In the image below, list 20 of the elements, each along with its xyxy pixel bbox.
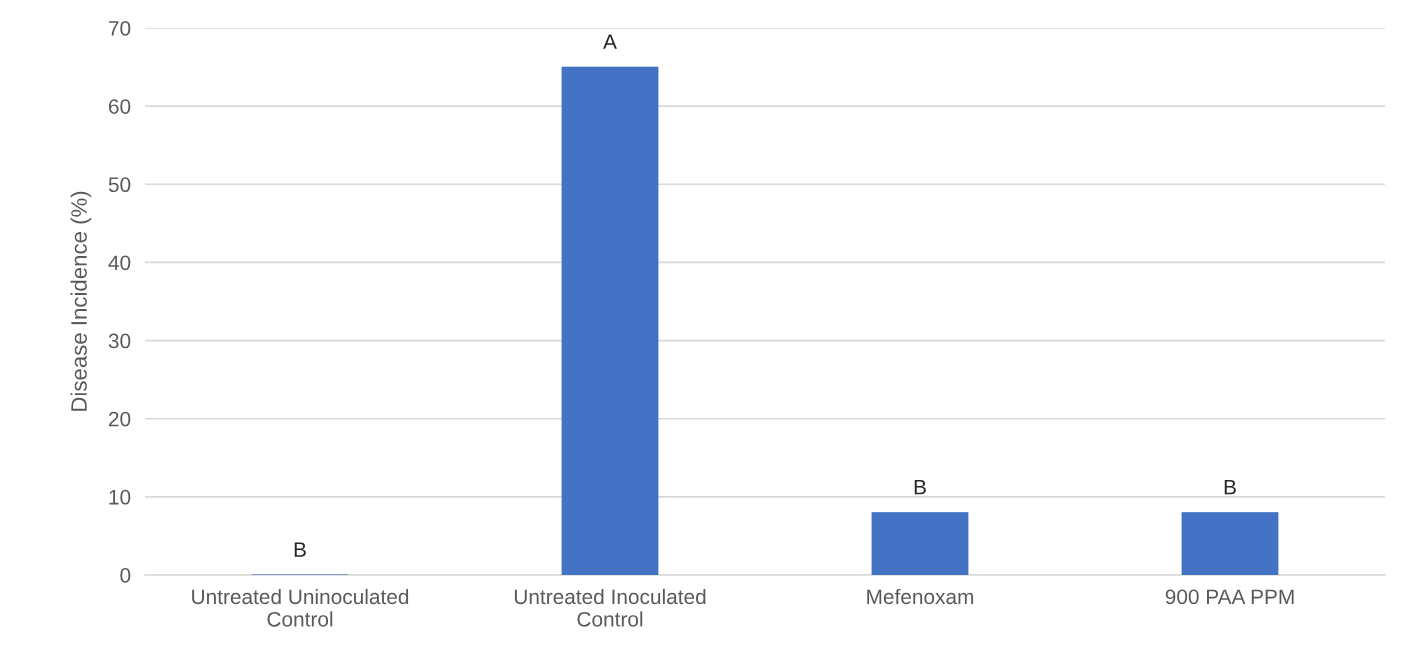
- annotation: B: [294, 542, 306, 557]
- y-tick-label: 30: [108, 333, 131, 349]
- y-axis-title: Disease Incidence (%): [70, 191, 92, 411]
- y-tick-label: 70: [109, 21, 131, 36]
- bar: [561, 66, 659, 575]
- y-tick-label: 10: [109, 489, 131, 505]
- annotation: A: [603, 34, 617, 49]
- x-tick-label: 900 PAA PPM: [1165, 589, 1294, 605]
- y-tick-label: 40: [108, 255, 131, 271]
- x-tick-label: Untreated Inoculated Control: [514, 588, 706, 627]
- bar: [871, 512, 969, 575]
- bar: [1181, 512, 1279, 575]
- y-tick-label: 20: [108, 411, 131, 427]
- y-tick-label: 0: [120, 568, 131, 583]
- annotation: B: [914, 479, 926, 495]
- annotation: B: [1224, 479, 1236, 495]
- x-tick-label: Mefenoxam: [867, 588, 974, 605]
- x-tick-label: Untreated Uninoculated Control: [192, 588, 409, 627]
- y-tick-label: 50: [108, 177, 131, 193]
- y-tick-label: 60: [109, 99, 131, 114]
